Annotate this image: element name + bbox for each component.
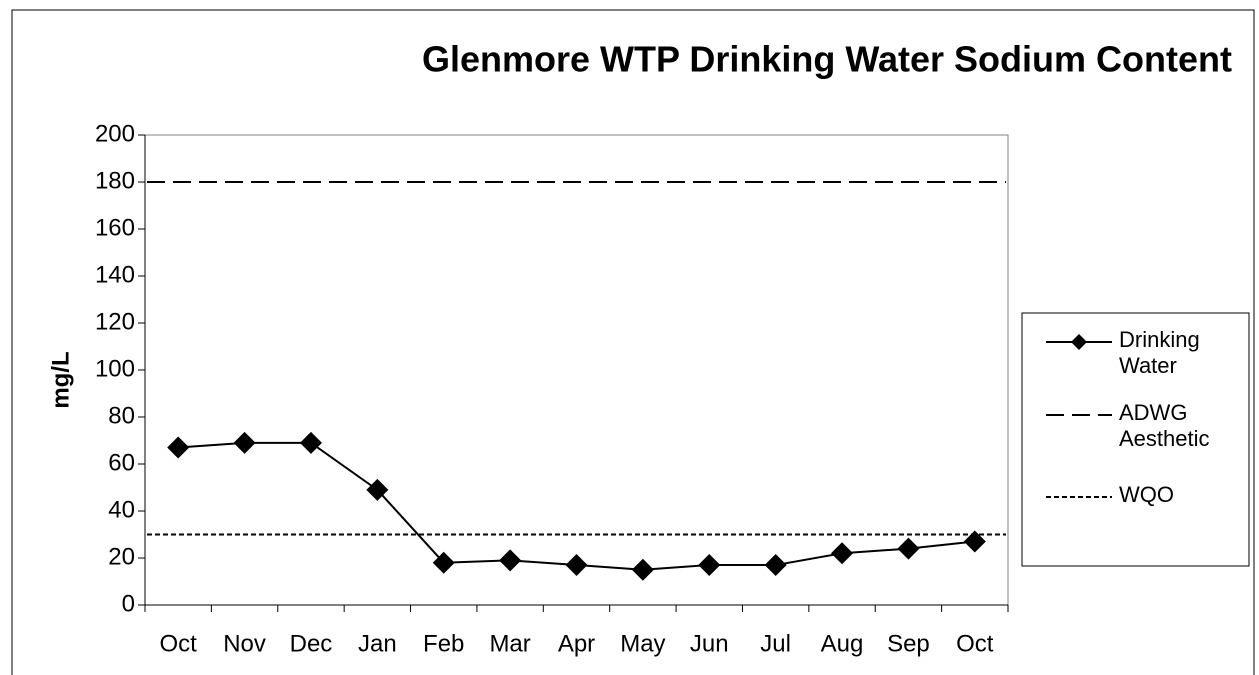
legend-label: ADWG Aesthetic — [1119, 400, 1210, 451]
x-tick-label: Apr — [558, 630, 595, 657]
data-point — [432, 551, 455, 574]
chart-title: Glenmore WTP Drinking Water Sodium Conte… — [422, 39, 1232, 80]
x-tick-label: Jun — [690, 630, 729, 657]
legend-label: WQO — [1119, 482, 1174, 507]
data-point — [366, 478, 389, 501]
x-tick-label: Jan — [358, 630, 397, 657]
x-tick-label: Aug — [821, 630, 864, 657]
y-tick-label: 160 — [95, 214, 135, 241]
y-tick-label: 200 — [95, 120, 135, 147]
legend-label: Drinking Water — [1119, 327, 1200, 378]
data-point — [698, 554, 721, 577]
y-tick-label: 100 — [95, 355, 135, 382]
data-point — [233, 431, 256, 454]
y-tick-label: 120 — [95, 308, 135, 335]
data-point — [764, 554, 787, 577]
data-point — [897, 537, 920, 560]
x-tick-label: Feb — [423, 630, 464, 657]
data-point — [565, 554, 588, 577]
y-tick-label: 40 — [108, 496, 135, 523]
legend-marker — [1071, 334, 1087, 350]
data-point — [167, 436, 190, 459]
y-tick-label: 180 — [95, 167, 135, 194]
data-point — [299, 431, 322, 454]
x-tick-label: Jul — [760, 630, 791, 657]
y-tick-label: 80 — [108, 402, 135, 429]
y-tick-label: 60 — [108, 449, 135, 476]
x-tick-label: May — [620, 630, 665, 657]
y-tick-label: 20 — [108, 543, 135, 570]
x-tick-label: Mar — [489, 630, 530, 657]
series-line — [178, 441, 975, 571]
legend-box — [1021, 312, 1250, 567]
chart-frame — [11, 9, 1255, 675]
data-point — [631, 558, 654, 581]
x-tick-label: Oct — [956, 630, 994, 657]
data-point — [963, 530, 986, 553]
x-tick-label: Dec — [290, 630, 333, 657]
x-tick-label: Sep — [887, 630, 930, 657]
data-point — [499, 549, 522, 572]
data-point — [831, 542, 854, 565]
y-tick-label: 0 — [122, 590, 135, 617]
y-tick-label: 140 — [95, 261, 135, 288]
y-axis-label: mg/L — [47, 351, 74, 408]
x-tick-label: Oct — [160, 630, 198, 657]
x-tick-label: Nov — [223, 630, 266, 657]
